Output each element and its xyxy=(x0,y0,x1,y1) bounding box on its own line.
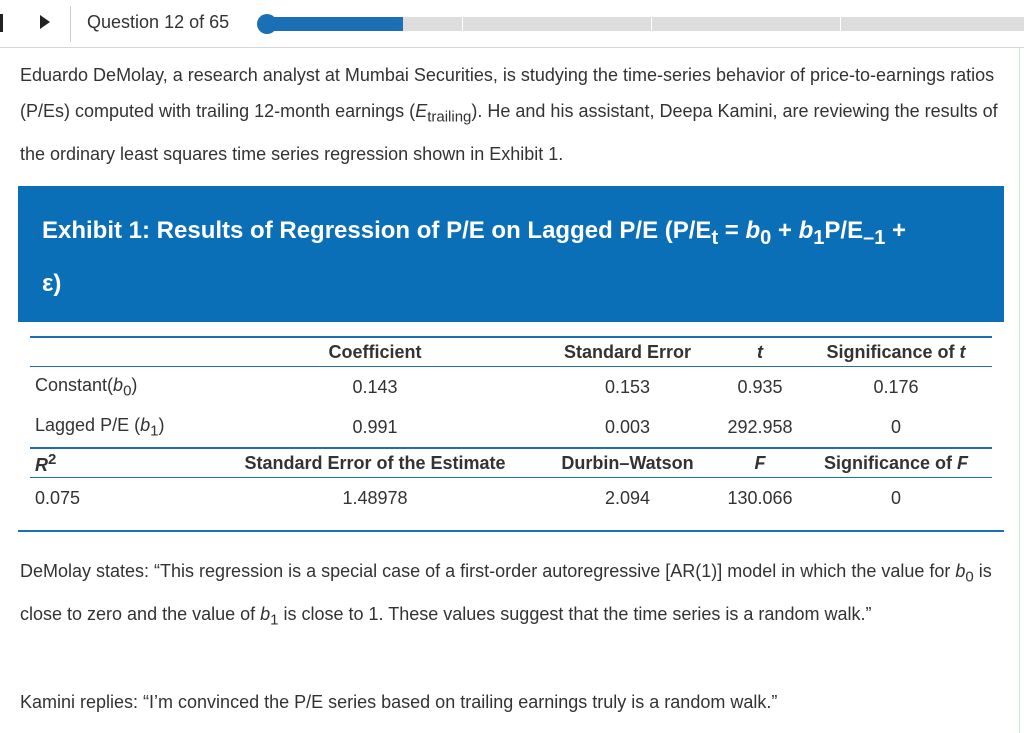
symbol: b xyxy=(140,414,151,435)
symbol: R xyxy=(35,454,48,475)
subscript: 0 xyxy=(760,226,772,249)
superscript: 2 xyxy=(48,450,57,468)
header-row: R2 Standard Error of the Estimate Durbin… xyxy=(30,447,992,478)
exhibit-title: Exhibit 1: Results of Regression of P/E … xyxy=(42,208,922,307)
symbol: t xyxy=(959,341,966,362)
cell: 0.003 xyxy=(604,416,651,437)
play-button[interactable] xyxy=(40,15,50,29)
symbol: b xyxy=(113,374,124,395)
exhibit-banner: Exhibit 1: Results of Regression of P/E … xyxy=(18,186,1004,322)
header-cell: Significance of F xyxy=(800,447,992,478)
menu-edge xyxy=(0,14,3,32)
symbol: F xyxy=(754,452,766,473)
intro-paragraph: Eduardo DeMolay, a research analyst at M… xyxy=(20,57,1010,172)
subscript: 1 xyxy=(150,422,159,440)
cell: 0 xyxy=(890,416,901,437)
question-counter: Question 12 of 65 xyxy=(87,12,229,33)
cell: 0.143 xyxy=(352,376,398,397)
header-cell: Standard Error xyxy=(535,336,720,367)
frame-edge xyxy=(1019,48,1020,733)
data-row: 0.075 1.48978 2.094 130.066 0 xyxy=(30,478,992,519)
header-cell: Significance of t xyxy=(800,336,992,367)
header-cell xyxy=(30,336,215,367)
subscript: –1 xyxy=(863,226,886,249)
row-label: Constant(b0) xyxy=(30,367,215,408)
question-of: of xyxy=(189,12,205,32)
cell: 0.935 xyxy=(737,376,783,397)
text: ). He and his assistant, Deepa Kamini, a… xyxy=(20,101,998,164)
header-cell: R2 xyxy=(30,447,215,478)
text: DeMolay states: “This regression is a sp… xyxy=(20,561,956,581)
header-cell: Standard Error of the Estimate xyxy=(215,447,535,478)
text: = xyxy=(718,217,746,244)
symbol: t xyxy=(757,341,763,362)
cell: 130.066 xyxy=(727,487,793,508)
top-bar: Question 12 of 65 xyxy=(0,0,1024,48)
cell: 0.153 xyxy=(604,376,651,397)
cell: 2.094 xyxy=(604,487,651,508)
text: is close to 1. These values suggest that… xyxy=(278,603,872,624)
symbol: b xyxy=(745,217,761,244)
text: Significance of xyxy=(823,452,958,473)
symbol: b xyxy=(260,603,271,624)
cell: 0 xyxy=(890,487,901,508)
text: ) xyxy=(131,374,138,395)
question-total: 65 xyxy=(209,12,230,32)
text: ) xyxy=(158,414,165,435)
cell: 0.991 xyxy=(352,416,398,437)
subscript: 0 xyxy=(123,382,132,400)
text: P/E xyxy=(824,217,864,244)
text: is close to zero and the value of xyxy=(20,561,992,624)
progress-track xyxy=(257,14,1024,34)
header-row: Coefficient Standard Error t Significanc… xyxy=(30,336,992,367)
row-label: Lagged P/E (b1) xyxy=(30,407,215,448)
header-cell: t xyxy=(720,336,800,367)
subscript: t xyxy=(711,226,719,249)
text: Lagged P/E ( xyxy=(35,414,141,435)
cell: 0.176 xyxy=(873,376,919,397)
text: Constant( xyxy=(35,374,114,395)
cell: 0.075 xyxy=(35,487,81,508)
text: Eduardo DeMolay, a research analyst at M… xyxy=(20,65,995,121)
symbol: E xyxy=(415,101,428,121)
statement-paragraph: DeMolay states: “This regression is a sp… xyxy=(20,553,1010,638)
track-divider xyxy=(462,17,463,31)
header-cell: Durbin–Watson xyxy=(535,447,720,478)
symbol: b xyxy=(955,561,966,581)
cell: 292.958 xyxy=(727,416,793,437)
header-cell: Coefficient xyxy=(215,336,535,367)
subscript: 1 xyxy=(813,226,825,249)
track-divider xyxy=(840,17,841,31)
text: + xyxy=(771,217,799,244)
text: Significance of xyxy=(826,341,960,362)
regression-table: Coefficient Standard Error t Significanc… xyxy=(30,336,992,518)
data-row: Lagged P/E (b1) 0.991 0.003 292.958 0 xyxy=(30,407,992,448)
reply-paragraph: Kamini replies: “I’m convinced the P/E s… xyxy=(20,692,778,712)
subscript: trailing xyxy=(427,108,472,126)
symbol: b xyxy=(798,217,814,244)
header-cell: F xyxy=(720,447,800,478)
progress-fill xyxy=(262,17,403,31)
cell: 1.48978 xyxy=(342,487,408,508)
subscript: 0 xyxy=(965,568,974,586)
text: + ε) xyxy=(42,217,907,297)
symbol: F xyxy=(957,452,969,473)
text: Exhibit 1: Results of Regression of P/E … xyxy=(42,217,712,244)
data-row: Constant(b0) 0.143 0.153 0.935 0.176 xyxy=(30,367,992,408)
question-current: 12 xyxy=(164,12,185,32)
table-rule xyxy=(18,530,1004,532)
divider xyxy=(70,6,71,42)
track-divider xyxy=(651,17,652,31)
subscript: 1 xyxy=(270,611,279,629)
progress-knob[interactable] xyxy=(257,14,277,34)
question-word: Question xyxy=(87,12,160,32)
